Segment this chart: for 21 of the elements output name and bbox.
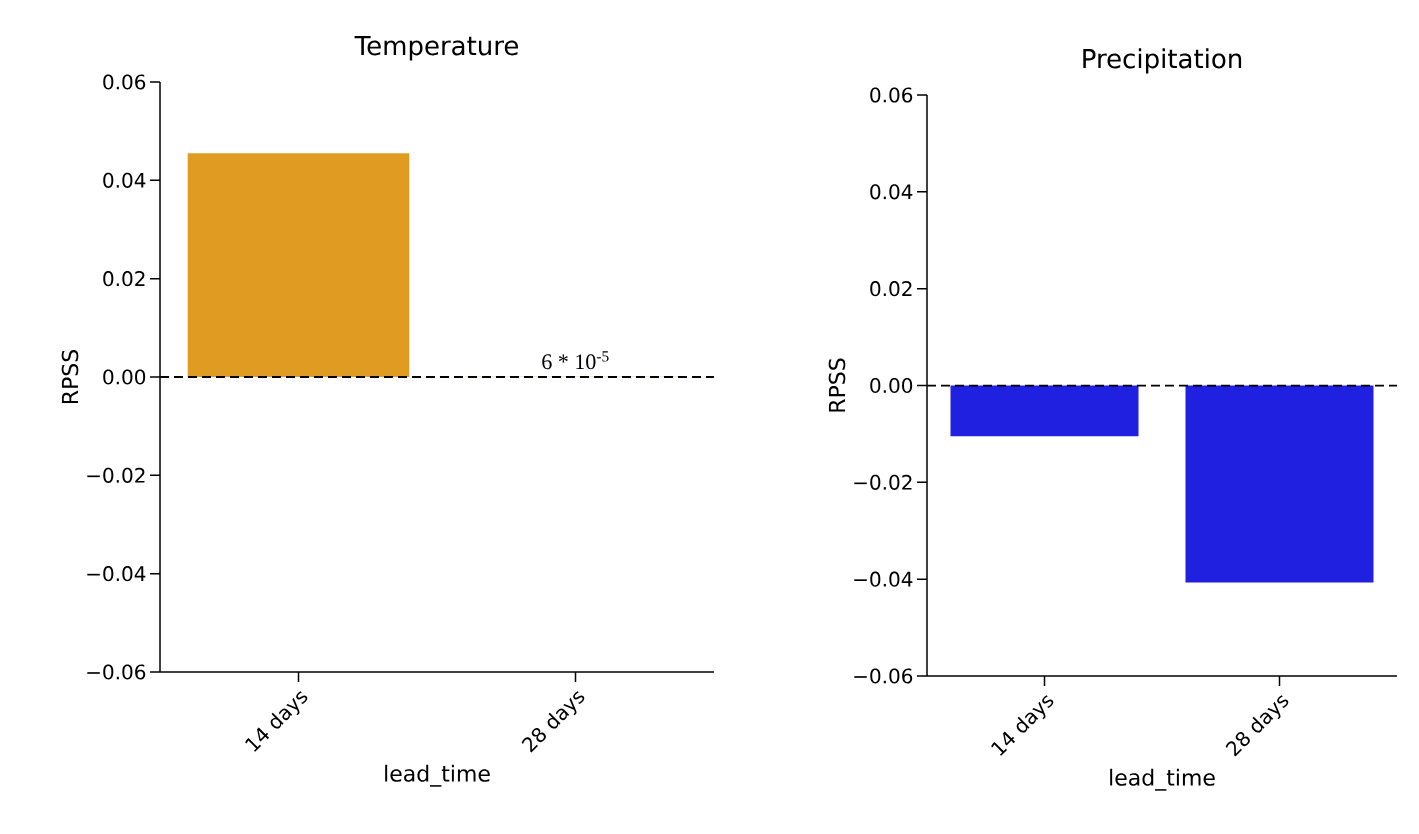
- y-tick-label: 0.04: [870, 184, 913, 200]
- y-tick-label: 0.00: [870, 377, 913, 394]
- y-tick-label: −0.02: [87, 467, 145, 483]
- y-tick-label: 0.06: [870, 87, 913, 103]
- y-tick-label: −0.06: [854, 668, 913, 684]
- y-tick-label: −0.02: [854, 474, 912, 490]
- y-axis-title: RPSS: [828, 358, 846, 412]
- y-tick-label: −0.04: [854, 571, 913, 587]
- y-tick-label: 0.02: [870, 281, 912, 297]
- y-tick-label: 0.06: [103, 74, 146, 90]
- chart-title: Temperature: [354, 36, 518, 61]
- y-tick-label: 0.02: [103, 271, 145, 287]
- y-tick-label: −0.04: [87, 566, 146, 582]
- annotation: 6 * 10$^{-5}$: [542, 351, 609, 370]
- y-tick-label: −0.06: [87, 664, 146, 680]
- x-axis-title: lead_time: [1110, 768, 1215, 791]
- y-axis-title: RPSS: [61, 349, 79, 404]
- x-axis-title: lead_time: [385, 764, 490, 787]
- y-tick-label: 0.04: [103, 172, 146, 188]
- y-tick-label: 0.00: [103, 369, 146, 385]
- chart-title: Precipitation: [1083, 48, 1242, 74]
